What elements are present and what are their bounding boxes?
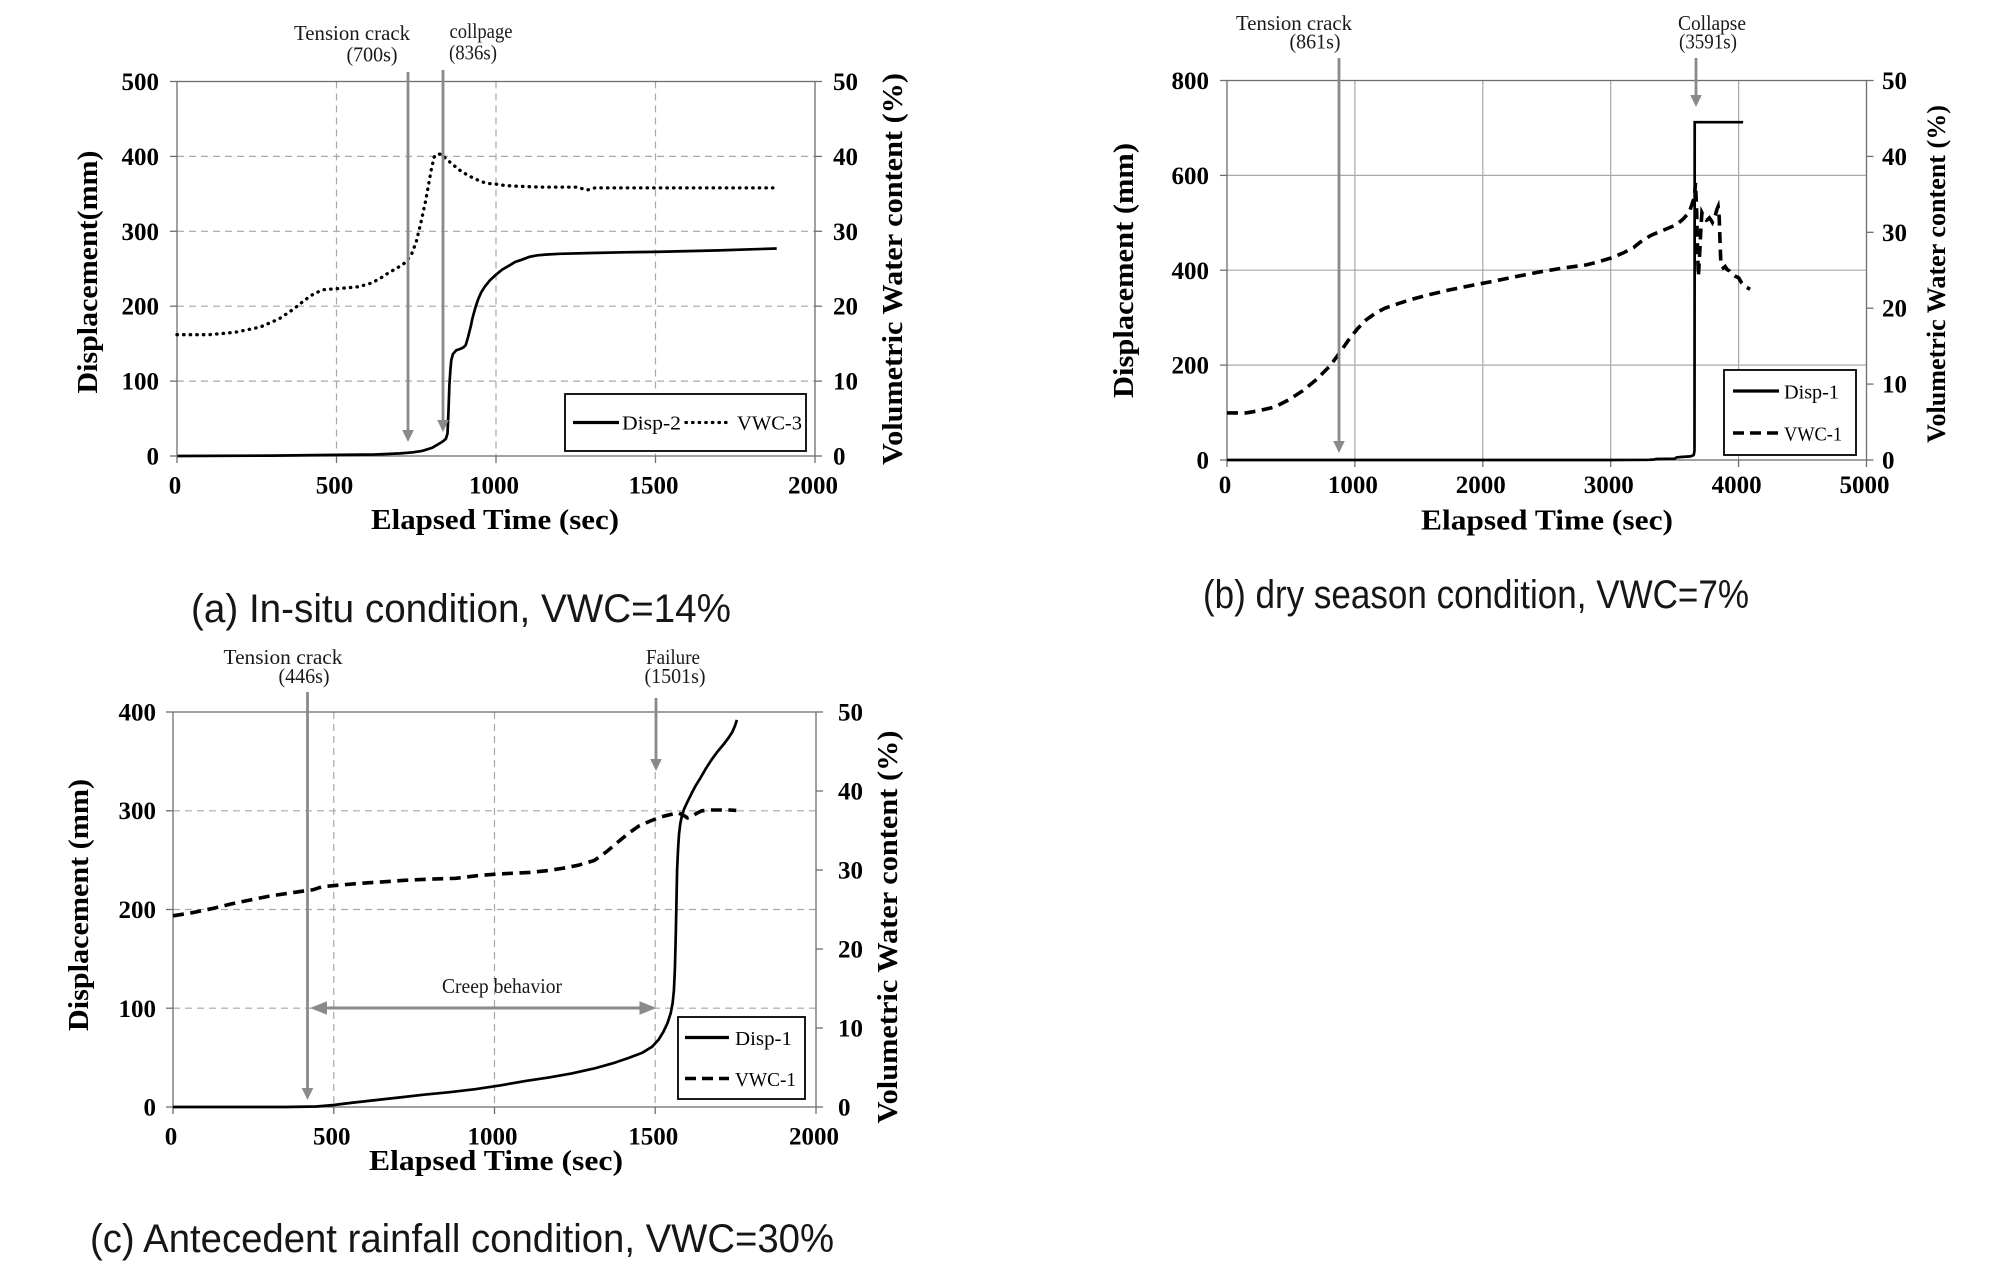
svg-text:1500: 1500	[629, 473, 679, 500]
svg-text:0: 0	[838, 1095, 851, 1122]
svg-text:2000: 2000	[789, 1124, 839, 1151]
svg-text:(700s): (700s)	[347, 43, 398, 67]
svg-text:Collapse: Collapse	[1678, 11, 1746, 35]
svg-text:600: 600	[1172, 163, 1210, 190]
svg-text:200: 200	[122, 294, 160, 321]
svg-text:VWC-1: VWC-1	[1784, 424, 1842, 446]
svg-text:500: 500	[313, 1124, 351, 1151]
svg-text:0: 0	[833, 444, 846, 471]
svg-text:Creep behavior: Creep behavior	[442, 974, 562, 998]
svg-text:10: 10	[833, 369, 858, 396]
svg-text:20: 20	[1882, 296, 1907, 323]
svg-text:3000: 3000	[1584, 472, 1634, 499]
svg-text:Elapsed Time (sec): Elapsed Time (sec)	[1421, 506, 1673, 537]
svg-text:Disp-1: Disp-1	[1784, 382, 1839, 404]
svg-text:200: 200	[1172, 353, 1210, 380]
svg-text:Disp-2: Disp-2	[622, 413, 681, 435]
svg-text:Tension crack: Tension crack	[1236, 11, 1352, 35]
svg-text:0: 0	[1219, 472, 1232, 499]
svg-text:(a) In-situ condition, VWC=14%: (a) In-situ condition, VWC=14%	[191, 587, 731, 631]
svg-text:Displacement(mm): Displacement(mm)	[73, 151, 104, 394]
svg-text:(836s): (836s)	[449, 41, 497, 65]
svg-text:(c) Antecedent rainfall condit: (c) Antecedent rainfall condition, VWC=3…	[90, 1217, 834, 1261]
svg-text:10: 10	[1882, 372, 1907, 399]
svg-text:10: 10	[838, 1016, 863, 1043]
svg-text:Displacement (mm): Displacement (mm)	[64, 779, 95, 1031]
svg-text:20: 20	[833, 294, 858, 321]
svg-text:300: 300	[119, 798, 157, 825]
svg-text:40: 40	[1882, 144, 1907, 171]
svg-text:Displacement (mm): Displacement (mm)	[1109, 143, 1140, 398]
svg-text:(b) dry season condition, VWC=: (b) dry season condition, VWC=7%	[1203, 573, 1749, 617]
svg-text:400: 400	[1172, 258, 1210, 285]
svg-text:100: 100	[119, 996, 157, 1023]
svg-text:300: 300	[122, 219, 160, 246]
svg-text:Volumetric Water content (%): Volumetric Water content (%)	[1922, 105, 1951, 443]
svg-text:0: 0	[169, 473, 182, 500]
svg-text:1000: 1000	[469, 473, 519, 500]
svg-text:30: 30	[833, 219, 858, 246]
svg-text:500: 500	[122, 69, 160, 96]
svg-text:800: 800	[1172, 68, 1210, 95]
svg-text:Volumetric Water content (%): Volumetric Water content (%)	[878, 73, 909, 465]
svg-text:1500: 1500	[628, 1124, 678, 1151]
svg-text:20: 20	[838, 937, 863, 964]
svg-text:VWC-3: VWC-3	[737, 413, 802, 435]
svg-text:0: 0	[144, 1095, 157, 1122]
svg-text:VWC-1: VWC-1	[735, 1069, 796, 1091]
svg-text:0: 0	[147, 444, 160, 471]
svg-text:collpage: collpage	[450, 19, 513, 43]
svg-text:0: 0	[1197, 448, 1210, 475]
svg-text:100: 100	[122, 369, 160, 396]
svg-text:2000: 2000	[788, 473, 838, 500]
svg-text:Tension crack: Tension crack	[294, 21, 410, 45]
svg-text:Elapsed Time (sec): Elapsed Time (sec)	[371, 505, 619, 536]
svg-text:4000: 4000	[1712, 472, 1762, 499]
svg-text:(861s): (861s)	[1290, 30, 1341, 54]
svg-text:1000: 1000	[468, 1124, 518, 1151]
svg-text:2000: 2000	[1456, 472, 1506, 499]
svg-text:50: 50	[838, 700, 863, 727]
svg-text:Elapsed Time (sec): Elapsed Time (sec)	[369, 1146, 623, 1177]
svg-text:30: 30	[838, 858, 863, 885]
svg-text:Tension crack: Tension crack	[224, 645, 343, 669]
svg-text:400: 400	[119, 700, 157, 727]
svg-text:(446s): (446s)	[279, 664, 330, 688]
svg-text:0: 0	[165, 1124, 178, 1151]
svg-text:Disp-1: Disp-1	[735, 1028, 792, 1050]
svg-text:(3591s): (3591s)	[1679, 30, 1737, 54]
svg-text:40: 40	[833, 144, 858, 171]
svg-text:5000: 5000	[1840, 472, 1890, 499]
svg-text:200: 200	[119, 897, 157, 924]
svg-text:(1501s): (1501s)	[645, 664, 706, 688]
svg-text:0: 0	[1882, 448, 1895, 475]
svg-text:400: 400	[122, 144, 160, 171]
svg-text:50: 50	[1882, 68, 1907, 95]
svg-text:30: 30	[1882, 220, 1907, 247]
svg-text:Failure: Failure	[646, 645, 700, 669]
svg-text:Volumetric Water content (%): Volumetric Water content (%)	[873, 731, 904, 1124]
svg-text:40: 40	[838, 779, 863, 806]
svg-text:50: 50	[833, 69, 858, 96]
svg-text:500: 500	[316, 473, 354, 500]
svg-text:1000: 1000	[1328, 472, 1378, 499]
